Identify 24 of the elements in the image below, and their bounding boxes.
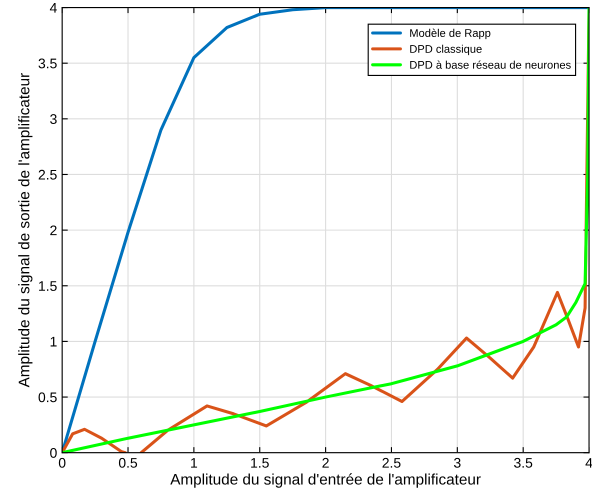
y-tick-label: 3.5 — [38, 58, 57, 68]
x-tick-label: 1 — [191, 458, 198, 468]
y-tick-label: 2 — [50, 225, 57, 236]
y-tick-label: 1.5 — [39, 281, 57, 291]
legend-label: Modèle de Rapp — [410, 28, 490, 40]
y-tick-label: 0 — [50, 448, 57, 458]
x-tick-label: 4 — [585, 458, 592, 468]
x-tick-label: 3 — [454, 458, 461, 468]
legend-label: DPD à base réseau de neurones — [410, 60, 571, 69]
x-tick-label: 2.5 — [382, 458, 401, 468]
x-tick-label: 0 — [58, 458, 66, 468]
legend-label: DPD classique — [410, 44, 482, 56]
y-tick-label: 2.5 — [38, 170, 57, 180]
x-tick-label: 0.5 — [118, 458, 138, 468]
y-tick-label: 3 — [50, 114, 57, 124]
x-axis-title: Amplitude du signal d'entrée de l'amplificateur — [170, 473, 481, 488]
x-tick-label: 2 — [322, 458, 329, 468]
x-tick-label: 3.5 — [514, 458, 532, 468]
y-tick-label: 1 — [50, 336, 57, 346]
y-tick-label: 4 — [50, 3, 57, 13]
x-tick-label: 1.5 — [251, 458, 269, 468]
line-series — [62, 8, 590, 453]
y-axis-title: Amplitude du signal de sortie de l'amplificateur — [18, 73, 32, 388]
y-tick-label: 0.5 — [38, 392, 57, 402]
